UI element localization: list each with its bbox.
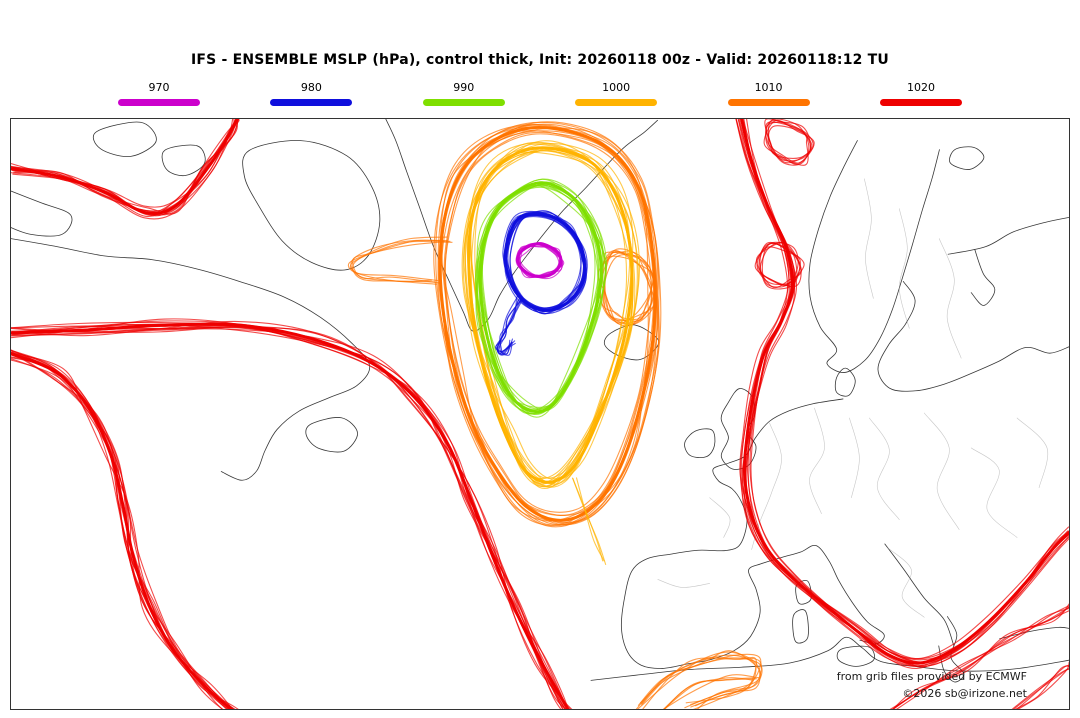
legend: 970 980 990 1000 1010 1020 — [114, 81, 966, 106]
legend-item-label: 1000 — [602, 81, 631, 94]
legend-item: 1010 — [724, 81, 814, 106]
legend-color-bar — [575, 99, 658, 106]
chart-title: IFS - ENSEMBLE MSLP (hPa), control thick… — [190, 52, 890, 68]
pressure-map: from grib files provided by ECMWF ©2026 … — [10, 118, 1070, 710]
legend-color-bar — [727, 99, 810, 106]
legend-item: 990 — [419, 81, 509, 106]
legend-color-bar — [118, 99, 200, 106]
legend-item: 970 — [114, 81, 204, 106]
legend-color-bar — [422, 99, 505, 106]
legend-item-label: 1020 — [906, 81, 935, 94]
legend-item-label: 1010 — [754, 81, 783, 94]
legend-item: 1000 — [571, 81, 661, 106]
legend-color-bar — [879, 99, 962, 106]
legend-item-label: 970 — [148, 81, 170, 94]
legend-item: 980 — [266, 81, 356, 106]
ecmwf-credit: from grib files provided by ECMWF — [836, 670, 1027, 683]
copyright-text: ©2026 sb@irizone.net — [902, 687, 1027, 700]
legend-color-bar — [270, 99, 353, 106]
legend-item-label: 990 — [453, 81, 475, 94]
legend-item-label: 980 — [300, 81, 322, 94]
legend-item: 1020 — [876, 81, 966, 106]
map-canvas — [11, 119, 1069, 709]
